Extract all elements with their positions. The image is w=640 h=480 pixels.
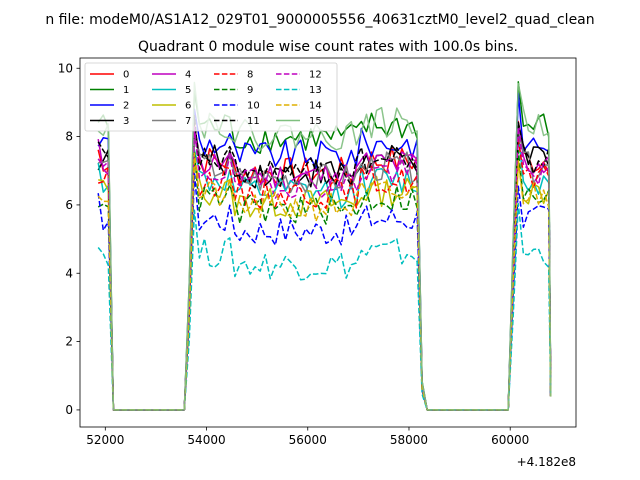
legend-label-5: 5: [185, 85, 191, 96]
legend-label-12: 12: [309, 70, 322, 81]
series-line-11: [97, 114, 552, 411]
y-tick-label: 0: [65, 403, 73, 417]
series-line-9: [97, 149, 552, 411]
legend-label-2: 2: [123, 101, 129, 112]
series-line-5: [97, 134, 552, 411]
legend-label-1: 1: [123, 85, 129, 96]
y-tick-label: 2: [65, 335, 73, 349]
legend-label-0: 0: [123, 70, 129, 81]
legend-box: [84, 62, 338, 132]
y-tick-label: 10: [58, 61, 73, 75]
y-tick-label: 4: [65, 266, 73, 280]
x-offset-label: +4.182e8: [517, 455, 576, 469]
legend-label-4: 4: [185, 70, 191, 81]
legend-label-7: 7: [185, 116, 191, 127]
legend-label-14: 14: [309, 101, 322, 112]
x-tick-label: 54000: [187, 433, 225, 447]
legend-label-8: 8: [247, 70, 253, 81]
chart-title: Quadrant 0 module wise count rates with …: [138, 39, 518, 55]
series-line-13: [97, 203, 552, 411]
legend-label-13: 13: [309, 85, 322, 96]
legend-label-11: 11: [247, 116, 260, 127]
x-tick-label: 58000: [390, 433, 428, 447]
series-line-14: [97, 152, 552, 411]
series-line-6: [98, 159, 552, 411]
legend-label-15: 15: [309, 116, 322, 127]
axes-frame: [79, 57, 577, 428]
chart-suptitle: n file: modeM0/AS1A12_029T01_9000005556_…: [45, 12, 594, 28]
legend-label-6: 6: [185, 101, 191, 112]
series-line-10: [97, 171, 552, 411]
legend-label-3: 3: [123, 116, 129, 127]
y-tick-label: 8: [65, 130, 73, 144]
series-line-7: [98, 130, 552, 411]
x-tick-label: 60000: [491, 433, 529, 447]
y-tick-label: 6: [65, 198, 73, 212]
x-tick-label: 56000: [289, 433, 327, 447]
x-tick-label: 52000: [86, 433, 124, 447]
legend-label-10: 10: [247, 101, 260, 112]
legend-label-9: 9: [247, 85, 253, 96]
series-line-2: [97, 92, 552, 411]
